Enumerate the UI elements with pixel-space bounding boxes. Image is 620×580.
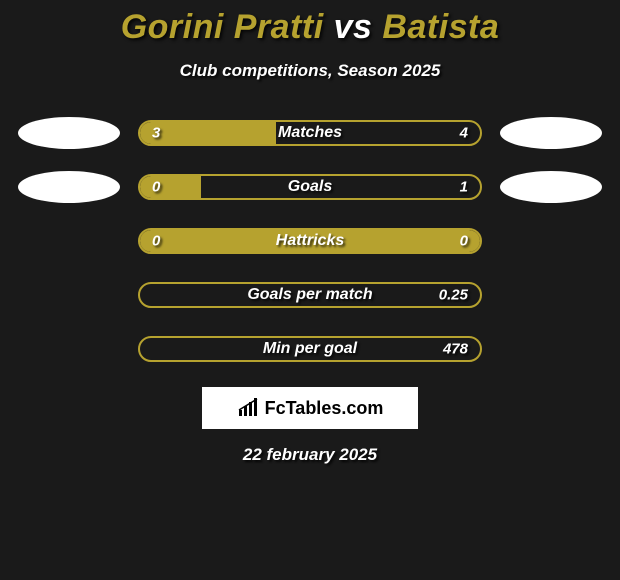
stat-bar: 3 Matches 4 [138, 120, 482, 146]
barchart-icon [237, 398, 261, 418]
stat-label: Goals per match [247, 286, 372, 304]
comparison-infographic: Gorini Pratti vs Batista Club competitio… [0, 0, 620, 465]
stat-row: Min per goal 478 [0, 333, 620, 365]
stat-left-value: 0 [152, 233, 160, 250]
subtitle: Club competitions, Season 2025 [0, 61, 620, 81]
stat-label: Hattricks [276, 232, 344, 250]
bar-fill-left [140, 122, 276, 144]
stat-label: Matches [278, 124, 342, 142]
stat-bar: Goals per match 0.25 [138, 282, 482, 308]
stat-rows: 3 Matches 4 0 Goals 1 0 Hattricks 0 Goals per mat… [0, 117, 620, 365]
logo-text: FcTables.com [265, 398, 384, 419]
stat-row: 0 Goals 1 [0, 171, 620, 203]
stat-left-value: 0 [152, 179, 160, 196]
comparison-title: Gorini Pratti vs Batista [0, 8, 620, 47]
stat-row: Goals per match 0.25 [0, 279, 620, 311]
player1-avatar [18, 171, 120, 203]
player1-avatar [18, 117, 120, 149]
stat-right-value: 478 [443, 341, 468, 358]
player2-name: Batista [382, 8, 499, 46]
player2-avatar [500, 117, 602, 149]
stat-row: 3 Matches 4 [0, 117, 620, 149]
stat-bar: Min per goal 478 [138, 336, 482, 362]
vs-label: vs [334, 8, 373, 46]
stat-right-value: 0 [460, 233, 468, 250]
stat-label: Min per goal [263, 340, 357, 358]
player1-name: Gorini Pratti [121, 8, 324, 46]
logo-box: FcTables.com [202, 387, 418, 429]
bar-fill-left [140, 176, 201, 198]
stat-right-value: 4 [460, 125, 468, 142]
stat-right-value: 1 [460, 179, 468, 196]
stat-row: 0 Hattricks 0 [0, 225, 620, 257]
stat-bar: 0 Goals 1 [138, 174, 482, 200]
stat-bar: 0 Hattricks 0 [138, 228, 482, 254]
player2-avatar [500, 171, 602, 203]
date-label: 22 february 2025 [0, 445, 620, 465]
stat-label: Goals [288, 178, 332, 196]
stat-left-value: 3 [152, 125, 160, 142]
stat-right-value: 0.25 [439, 287, 468, 304]
